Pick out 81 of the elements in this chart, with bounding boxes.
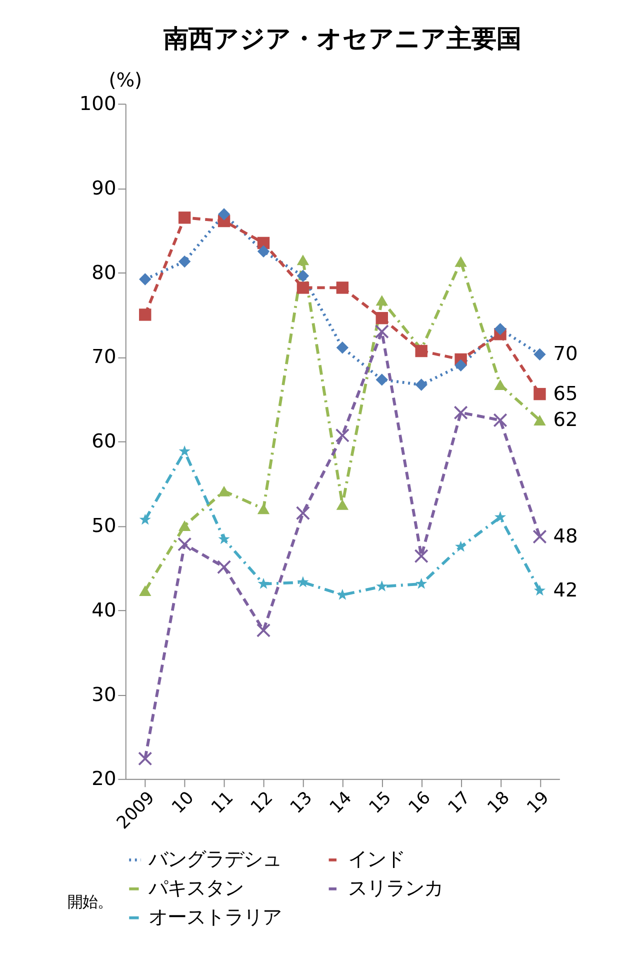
y-tick-label: 40 [92, 598, 116, 622]
x-tick-label: 11 [208, 788, 238, 818]
point [336, 342, 349, 354]
point [374, 324, 389, 339]
annotation: 70 [553, 342, 578, 366]
y-tick-label: 80 [92, 260, 116, 284]
point [178, 212, 191, 224]
point [139, 308, 152, 321]
point [218, 486, 230, 496]
point [532, 530, 547, 544]
legend-label: スリランカ [348, 876, 444, 900]
point [534, 348, 546, 360]
y-tick-label: 30 [92, 682, 116, 706]
point [296, 254, 310, 266]
legend-label: パキスタン [148, 876, 244, 900]
y-tick-label: 20 [92, 767, 116, 790]
point [216, 560, 232, 574]
y-tick-label: 70 [92, 345, 116, 368]
point [139, 585, 152, 596]
point [376, 295, 388, 306]
point [335, 428, 350, 442]
annotation: 65 [553, 382, 578, 405]
point [138, 752, 152, 766]
annotation: 48 [553, 524, 578, 548]
y-tick-label: 50 [92, 514, 116, 537]
point [416, 578, 428, 589]
point [454, 406, 468, 420]
point [455, 540, 467, 552]
point [336, 282, 349, 294]
point [139, 514, 151, 525]
annotation: 42 [553, 578, 578, 602]
point [178, 255, 191, 268]
point [376, 580, 388, 592]
x-tick-label: 16 [405, 788, 435, 818]
point [415, 378, 428, 391]
x-tick-label: 19 [524, 788, 554, 818]
x-tick-label: 18 [484, 788, 514, 818]
x-tick-label: 13 [286, 788, 317, 818]
legend-label: オーストラリア [148, 906, 282, 929]
point [296, 506, 310, 520]
point [257, 504, 270, 514]
x-tick-label: 10 [168, 788, 198, 818]
point [258, 578, 270, 589]
point [296, 270, 310, 282]
point [493, 413, 508, 428]
legend-label: バングラデシュ [148, 848, 282, 871]
x-tick-label: 17 [444, 788, 474, 818]
y-axis-title: (%) [108, 68, 142, 92]
point [376, 312, 388, 324]
point [454, 359, 467, 372]
x-tick-label: 15 [366, 788, 396, 818]
point [178, 445, 190, 456]
x-tick-label: 14 [326, 788, 356, 818]
point [218, 208, 230, 220]
point [454, 256, 467, 267]
point [494, 511, 506, 522]
point [178, 520, 191, 531]
text: 開始。 [68, 893, 113, 912]
y-tick-label: 100 [79, 92, 116, 115]
point [494, 322, 506, 336]
point [414, 549, 428, 564]
point [256, 623, 271, 638]
point [376, 374, 388, 386]
x-tick-label: 12 [247, 788, 278, 818]
chart-title: 南西アジア・オセアニア主要国 [162, 24, 522, 53]
point [494, 379, 506, 390]
point [534, 414, 546, 426]
point [178, 537, 192, 552]
point [415, 344, 428, 358]
point [218, 533, 230, 544]
point [534, 388, 546, 400]
point [297, 576, 309, 588]
legend-label: インド [348, 848, 406, 871]
annotation: 62 [553, 408, 578, 431]
point [296, 282, 310, 294]
point [336, 499, 349, 510]
point [139, 273, 152, 286]
y-tick-label: 60 [92, 430, 116, 453]
point [257, 245, 270, 258]
point [534, 584, 546, 596]
y-tick-label: 90 [92, 176, 116, 200]
